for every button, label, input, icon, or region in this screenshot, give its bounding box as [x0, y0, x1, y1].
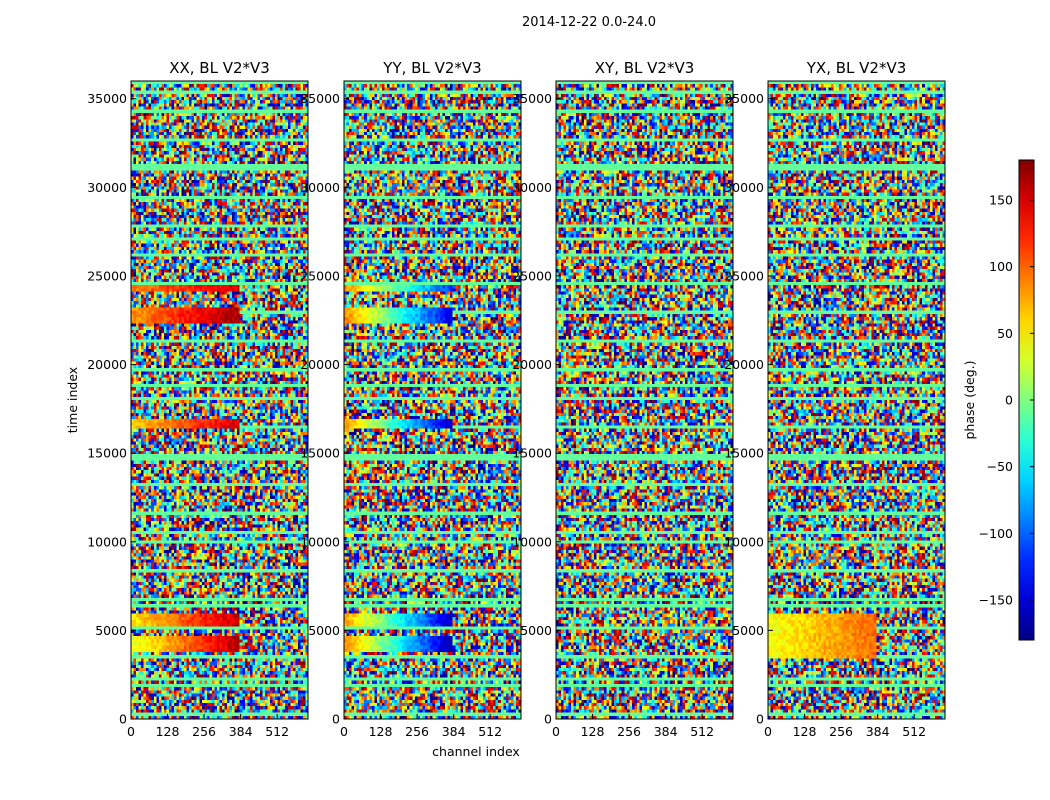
y-tick-label: 30000: [724, 180, 764, 195]
y-tick-label: 0: [332, 712, 340, 727]
y-tick-label: 20000: [87, 357, 127, 372]
colorbar-label: phase (deg.): [962, 361, 977, 440]
panel-2: YY, BL V2*V3 0 128 256 384 512 0 5000 10000 15000…: [300, 59, 522, 739]
y-tick-label: 10000: [512, 534, 552, 549]
panel-title: YY, BL V2*V3: [382, 59, 481, 77]
y-tick-label: 20000: [724, 357, 764, 372]
x-tick-label: 128: [581, 724, 605, 739]
colorbar-tick-label: 150: [989, 193, 1013, 208]
colorbar-tick-label: 0: [1005, 393, 1013, 408]
x-tick-label: 0: [764, 724, 772, 739]
y-tick-label: 25000: [512, 268, 552, 283]
y-tick-label: 15000: [512, 446, 552, 461]
plot-frame: [130, 80, 309, 720]
y-tick-label: 10000: [724, 534, 764, 549]
panel-3: XY, BL V2*V3 0 128 256 384 512 0 5000 10000 15000…: [512, 59, 734, 739]
y-tick-label: 30000: [300, 180, 340, 195]
x-tick-label: 512: [265, 724, 289, 739]
x-tick-label: 512: [690, 724, 714, 739]
x-tick-label: 128: [369, 724, 393, 739]
y-tick-label: 25000: [300, 268, 340, 283]
x-tick-label: 384: [654, 724, 678, 739]
panel-4: YX, BL V2*V3 0 128 256 384 512 0 5000 10000 15000…: [724, 59, 946, 739]
x-axis-label: channel index: [432, 744, 520, 759]
x-tick-label: 256: [405, 724, 429, 739]
y-tick-label: 35000: [724, 91, 764, 106]
y-tick-label: 0: [119, 712, 127, 727]
y-tick-label: 20000: [512, 357, 552, 372]
panel-title: XX, BL V2*V3: [169, 59, 270, 77]
y-tick-label: 35000: [87, 91, 127, 106]
y-tick-label: 10000: [87, 534, 127, 549]
y-tick-label: 25000: [87, 268, 127, 283]
colorbar-tick-label: 100: [989, 259, 1013, 274]
x-tick-label: 256: [829, 724, 853, 739]
x-tick-label: 512: [902, 724, 926, 739]
colorbar-tick-label: −150: [979, 593, 1013, 608]
colorbar-tick-label: −100: [979, 526, 1013, 541]
y-tick-label: 35000: [512, 91, 552, 106]
y-tick-label: 0: [544, 712, 552, 727]
y-tick-label: 5000: [520, 623, 552, 638]
x-tick-label: 128: [793, 724, 817, 739]
y-tick-label: 5000: [95, 623, 127, 638]
plot-frame: [343, 80, 522, 720]
colorbar-tick-label: 50: [997, 326, 1013, 341]
x-tick-label: 128: [156, 724, 180, 739]
x-tick-label: 512: [478, 724, 502, 739]
plot-frame: [767, 80, 946, 720]
panel-title: XY, BL V2*V3: [595, 59, 695, 77]
colorbar-tick-label: −50: [987, 459, 1013, 474]
y-tick-label: 5000: [732, 623, 764, 638]
x-tick-label: 256: [192, 724, 216, 739]
x-tick-label: 0: [340, 724, 348, 739]
phase-heatmap: [556, 81, 733, 719]
y-axis-label: time index: [65, 367, 80, 433]
x-tick-label: 0: [552, 724, 560, 739]
y-tick-label: 30000: [512, 180, 552, 195]
y-tick-label: 35000: [300, 91, 340, 106]
panel-title: YX, BL V2*V3: [806, 59, 907, 77]
y-tick-label: 25000: [724, 268, 764, 283]
x-tick-label: 256: [617, 724, 641, 739]
phase-heatmap: [131, 81, 308, 719]
panel-1: XX, BL V2*V3 0 128 256 384 512 0 5000 10000 15000…: [87, 59, 309, 739]
y-tick-label: 30000: [87, 180, 127, 195]
y-tick-label: 20000: [300, 357, 340, 372]
colorbar: −150 −100 −50 0 50 100 150: [979, 159, 1035, 641]
y-tick-label: 15000: [300, 446, 340, 461]
x-tick-label: 384: [442, 724, 466, 739]
y-tick-label: 15000: [724, 446, 764, 461]
y-tick-label: 5000: [308, 623, 340, 638]
phase-heatmap: [344, 81, 521, 719]
x-tick-label: 384: [866, 724, 890, 739]
y-tick-label: 10000: [300, 534, 340, 549]
plot-frame: [555, 80, 734, 720]
phase-heatmap: [768, 81, 945, 719]
x-tick-label: 0: [127, 724, 135, 739]
x-tick-label: 384: [229, 724, 253, 739]
y-tick-label: 15000: [87, 446, 127, 461]
figure-suptitle: 2014-12-22 0.0-24.0: [522, 15, 656, 30]
y-tick-label: 0: [756, 712, 764, 727]
